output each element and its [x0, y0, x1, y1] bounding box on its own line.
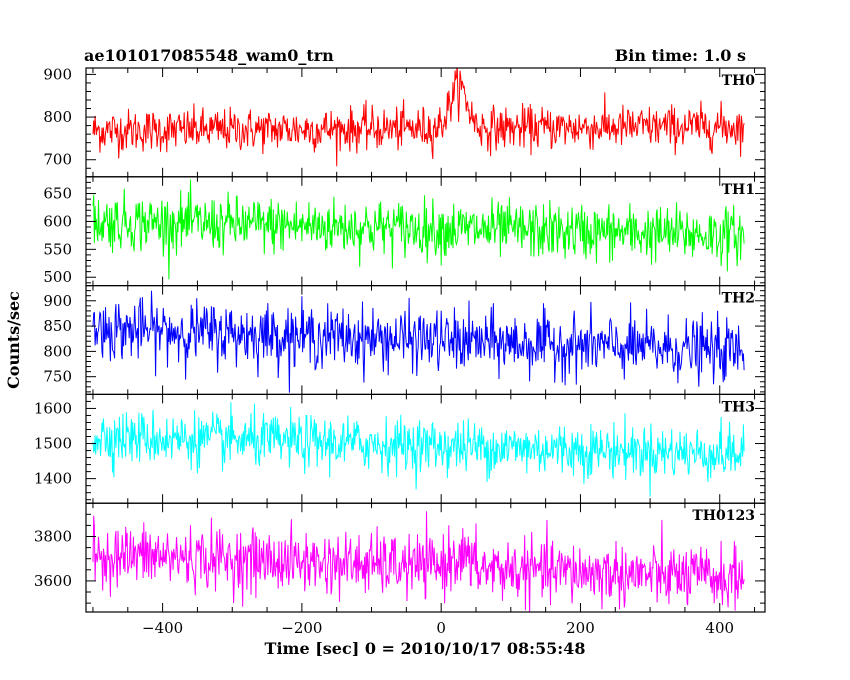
- y-tick-label: 650: [43, 185, 72, 203]
- legend-label-th0: TH0: [722, 73, 756, 89]
- x-axis-label: Time [sec] 0 = 2010/10/17 08:55:48: [265, 639, 586, 658]
- chart-subtitle: Bin time: 1.0 s: [615, 46, 746, 65]
- panel-frame: [85, 502, 766, 613]
- y-tick-label: 800: [43, 342, 72, 360]
- y-tick-label: 800: [43, 108, 72, 126]
- panel-th1: 500 550 600 650 TH1: [43, 176, 766, 286]
- y-axis-label: Counts/sec: [4, 291, 23, 389]
- series-line-th0: [92, 68, 745, 167]
- y-tick-label: 600: [43, 212, 72, 230]
- legend-label-th0123: TH0123: [692, 508, 755, 524]
- y-tick-label: 850: [43, 317, 72, 335]
- panel-th2: 750 800 850 900 TH2: [43, 285, 766, 396]
- y-tick-label: 550: [43, 240, 72, 258]
- x-axis: −400 −200 0 200 400: [142, 619, 734, 637]
- x-tick-label: 200: [566, 619, 595, 637]
- y-tick-label: 500: [43, 268, 72, 286]
- series-line-th2: [92, 290, 745, 393]
- y-tick-label: 3800: [34, 528, 72, 546]
- y-tick-label: 3600: [34, 572, 72, 590]
- panel-th3: 1400 1500 1600 TH3: [34, 393, 766, 504]
- legend-label-th1: TH1: [722, 182, 755, 198]
- x-tick-label: 400: [705, 619, 734, 637]
- y-tick-label: 900: [43, 292, 72, 310]
- x-tick-label: −400: [142, 619, 183, 637]
- legend-label-th2: TH2: [722, 291, 755, 307]
- y-tick-label: 1600: [34, 399, 72, 417]
- y-tick-label: 700: [43, 151, 72, 169]
- series-line-th3: [92, 402, 745, 497]
- y-tick-label: 900: [43, 65, 72, 83]
- series-line-th1: [92, 179, 745, 280]
- y-tick-label: 1400: [34, 470, 72, 488]
- y-tick-label: 750: [43, 368, 72, 386]
- x-tick-label: −200: [281, 619, 322, 637]
- series-line-th0123: [92, 511, 745, 613]
- y-tick-label: 1500: [34, 435, 72, 453]
- panel-th0123: 3600 3800 TH0123: [34, 502, 766, 613]
- panel-th0: 700 800 900 TH0: [43, 65, 766, 178]
- legend-label-th3: TH3: [722, 399, 755, 415]
- chart-title: ae101017085548_wam0_trn: [84, 46, 334, 65]
- x-tick-label: 0: [436, 619, 446, 637]
- panels: 700 800 900 TH0 500 550 600 650 TH1 750 800 850 900 T…: [34, 65, 766, 613]
